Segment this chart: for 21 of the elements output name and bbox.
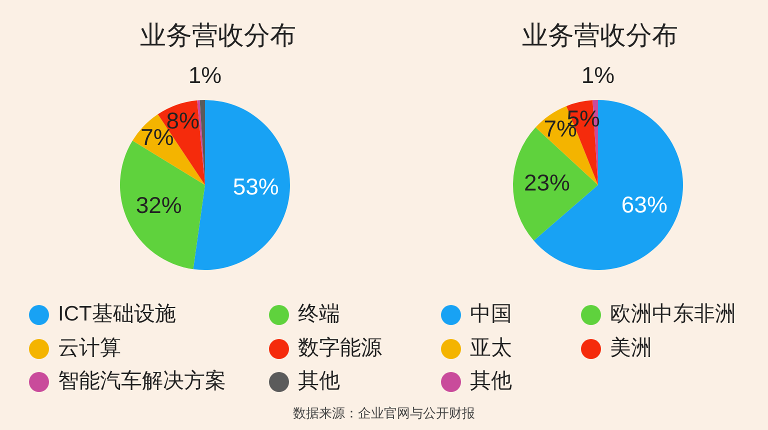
data-label: 63% xyxy=(621,191,668,218)
legend-label: 亚太 xyxy=(470,336,512,360)
legend-label: 其他 xyxy=(298,370,340,393)
chart-title: 业务营收分布 xyxy=(140,20,296,50)
chart-title: 业务营收分布 xyxy=(522,20,678,50)
legend-label: 数字能源 xyxy=(298,336,382,360)
legend-label: 终端 xyxy=(298,302,340,326)
legend-label: 其他 xyxy=(470,370,512,393)
legend-label: 云计算 xyxy=(58,336,121,360)
legend-label: 智能汽车解决方案 xyxy=(58,368,226,393)
legend-label: 中国 xyxy=(470,302,512,326)
data-label: 1% xyxy=(581,62,615,88)
legend-label: 美洲 xyxy=(610,336,652,360)
pie-slice xyxy=(197,100,205,185)
data-label: 32% xyxy=(136,192,182,218)
source-note: 数据来源：企业官网与公开财报 xyxy=(293,405,475,420)
data-label: 23% xyxy=(524,169,570,196)
legend-label: 欧洲中东非洲 xyxy=(610,302,736,326)
data-label: 53% xyxy=(232,174,279,200)
data-label: 1% xyxy=(188,62,222,88)
legend-label: ICT基础设施 xyxy=(58,302,176,326)
